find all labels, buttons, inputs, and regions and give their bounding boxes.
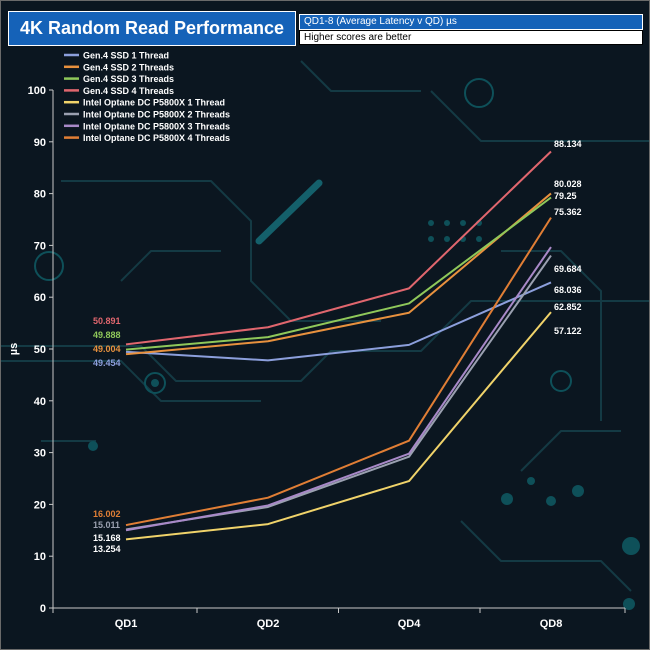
y-tick-label: 80 [34, 189, 46, 201]
data-label: 15.011 [93, 520, 120, 530]
data-label: 49.888 [93, 330, 121, 340]
legend-label: Intel Optane DC P5800X 1 Thread [83, 98, 225, 108]
y-tick-label: 10 [34, 551, 46, 563]
series-line [125, 196, 552, 351]
y-tick-label: 70 [34, 240, 46, 252]
data-label: 57.122 [554, 326, 582, 336]
series-line [125, 150, 552, 346]
y-tick-label: 50 [34, 344, 46, 356]
series-line [125, 311, 552, 541]
data-label: 15.168 [93, 533, 121, 543]
y-tick-label: 0 [40, 603, 46, 615]
series-line [125, 254, 552, 531]
data-label: 88.134 [554, 139, 582, 149]
legend-label: Intel Optane DC P5800X 4 Threads [83, 133, 230, 143]
chart-note: Higher scores are better [299, 30, 643, 45]
data-label: 79.25 [554, 191, 577, 201]
series-line [125, 192, 552, 356]
data-label: 50.891 [93, 316, 121, 326]
data-label: 75.362 [554, 207, 582, 217]
series-line [125, 246, 552, 532]
x-tick-label: QD8 [540, 618, 563, 630]
legend-label: Intel Optane DC P5800X 3 Threads [83, 121, 230, 131]
legend-label: Gen.4 SSD 4 Threads [83, 86, 174, 96]
data-label: 62.852 [554, 302, 582, 312]
y-tick-label: 60 [34, 292, 46, 304]
data-label: 13.254 [93, 544, 121, 554]
y-tick-label: 40 [34, 396, 46, 408]
data-label: 69.684 [554, 264, 582, 274]
y-tick-label: 90 [34, 137, 46, 149]
data-label: 49.454 [93, 358, 121, 368]
y-tick-label: 30 [34, 448, 46, 460]
legend-label: Gen.4 SSD 1 Thread [83, 51, 169, 61]
y-tick-label: 100 [28, 85, 46, 97]
chart-title: 4K Random Read Performance [8, 11, 296, 46]
y-axis-title: µs [8, 343, 20, 355]
data-label: 16.002 [93, 509, 121, 519]
chart-subtitle: QD1-8 (Average Latency v QD) µs [299, 14, 643, 30]
legend-label: Intel Optane DC P5800X 2 Threads [83, 110, 230, 120]
data-label: 68.036 [554, 285, 582, 295]
data-label: 80.028 [554, 179, 582, 189]
series-line [125, 281, 552, 362]
x-tick-label: QD1 [115, 618, 138, 630]
x-tick-label: QD4 [398, 618, 422, 630]
series-line [125, 217, 552, 527]
y-tick-label: 20 [34, 499, 46, 511]
data-label: 49.004 [93, 344, 121, 354]
x-tick-label: QD2 [257, 618, 280, 630]
legend-label: Gen.4 SSD 3 Threads [83, 74, 174, 84]
legend-label: Gen.4 SSD 2 Threads [83, 62, 174, 72]
